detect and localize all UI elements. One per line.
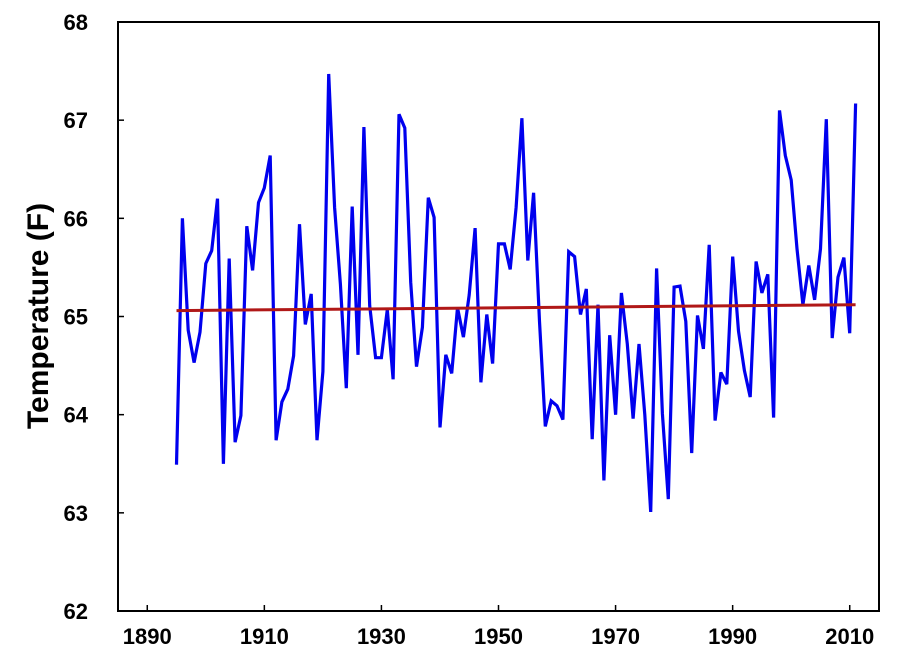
x-tick-label: 1990	[708, 624, 757, 649]
series-layer	[174, 73, 858, 512]
x-tick-label: 1930	[357, 624, 406, 649]
x-tick-label: 1910	[240, 624, 289, 649]
x-tick-label: 1950	[474, 624, 523, 649]
y-tick-label: 65	[64, 305, 88, 330]
y-tick-label: 66	[64, 206, 88, 231]
y-tick-label: 64	[64, 403, 89, 428]
trend-line	[176, 303, 856, 313]
y-tick-label: 63	[64, 501, 88, 526]
x-tick-label: 2010	[825, 624, 874, 649]
y-axis-title: Temperature (F)	[22, 203, 55, 429]
temperature-series-line	[174, 73, 858, 512]
x-tick-label: 1970	[591, 624, 640, 649]
y-tick-label: 62	[64, 599, 88, 624]
y-tick-label: 68	[64, 10, 88, 35]
x-axis-ticks: 1890 1910 1930 1950 1970 1990 2010	[123, 605, 874, 649]
x-tick-label: 1890	[123, 624, 172, 649]
y-axis-ticks: 62 63 64 65 66 67 68	[64, 10, 124, 624]
y-tick-label: 67	[64, 108, 88, 133]
